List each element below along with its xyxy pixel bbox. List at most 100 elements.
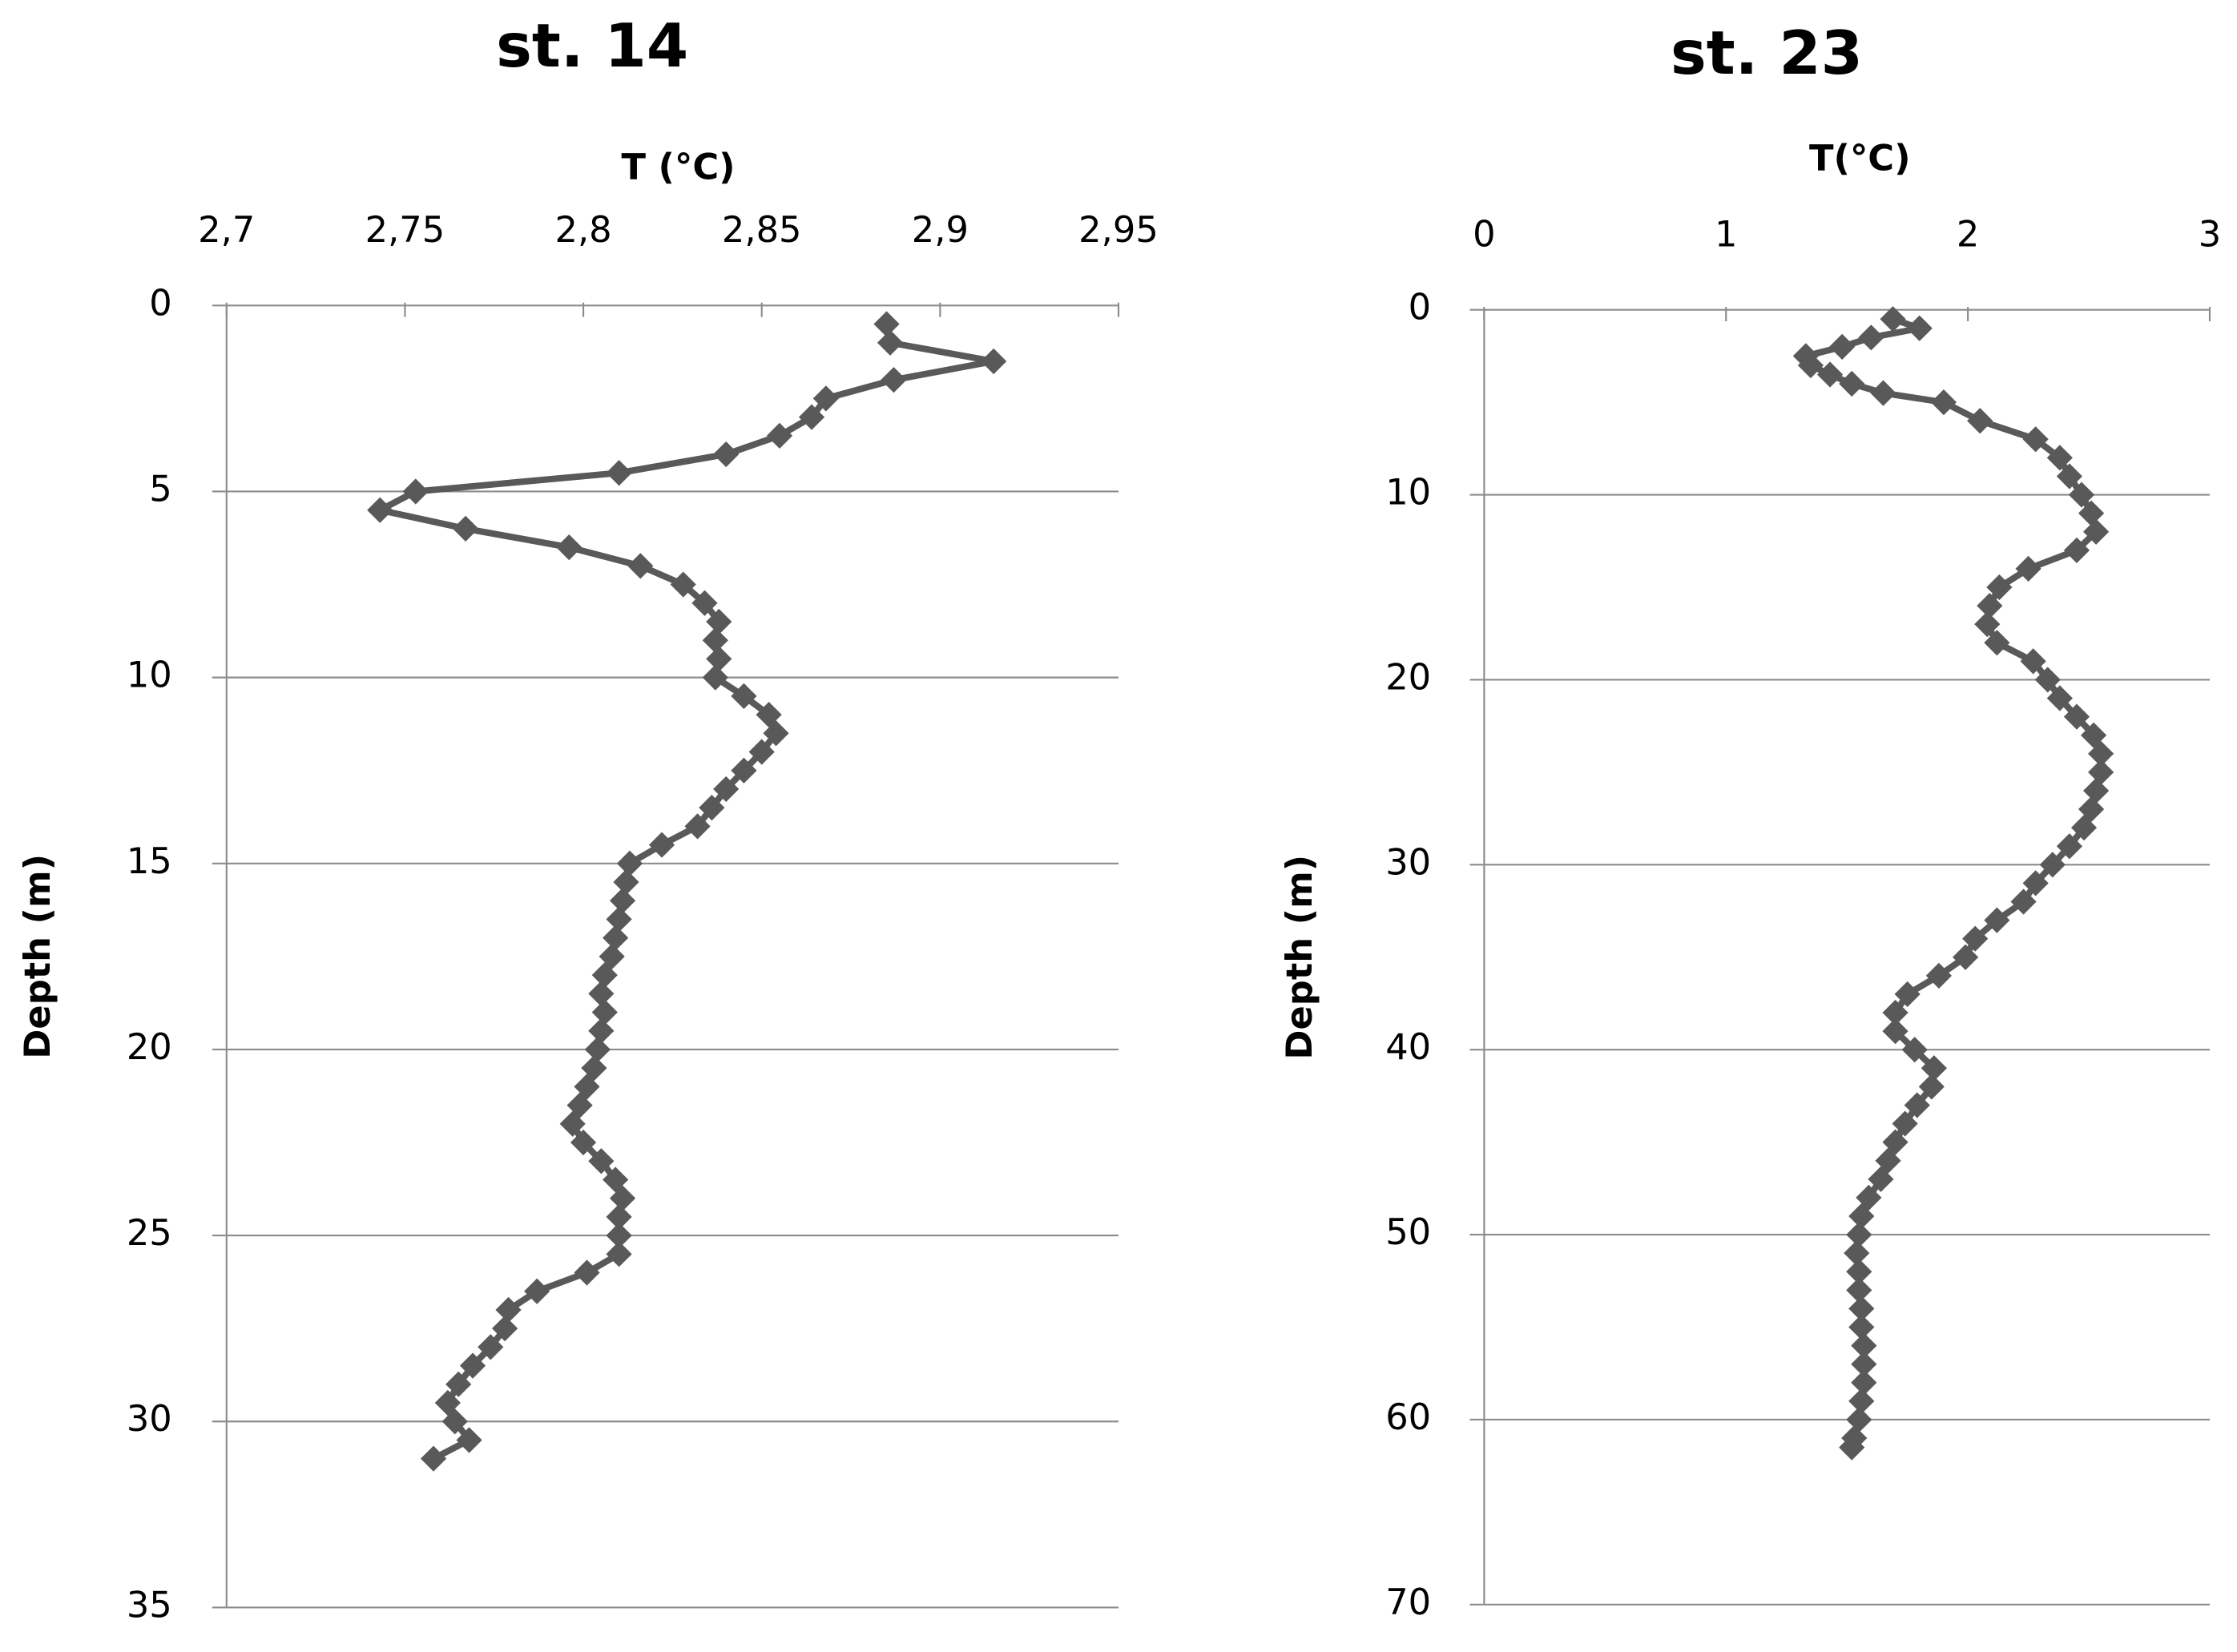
x-tick-label: 1: [1715, 212, 1737, 255]
marker: [1846, 1221, 1872, 1248]
x-tick-label: 2,85: [722, 208, 802, 251]
marker: [1839, 370, 1865, 397]
x-tick-label: 2,75: [365, 208, 445, 251]
marker: [524, 1278, 550, 1304]
y-tick-label: 25: [127, 1211, 172, 1254]
x-axis-label: T (°C): [621, 145, 735, 187]
marker: [1930, 389, 1957, 416]
marker: [748, 739, 775, 765]
marker: [1967, 408, 1993, 434]
marker: [1977, 592, 2003, 619]
profile-line: [1802, 316, 2105, 1449]
chart-title: st. 14: [496, 10, 688, 81]
marker: [1829, 333, 1856, 360]
marker: [588, 1017, 615, 1044]
marker: [459, 1352, 486, 1379]
marker: [713, 441, 740, 468]
marker: [1846, 1277, 1872, 1303]
marker: [881, 367, 907, 393]
y-tick-label: 0: [149, 281, 171, 324]
marker: [763, 720, 789, 747]
marker: [606, 1241, 632, 1267]
marker: [2015, 555, 2042, 582]
marker: [2046, 685, 2073, 711]
marker: [713, 776, 740, 803]
marker: [1844, 1240, 1870, 1267]
marker: [1984, 907, 2010, 933]
marker: [1839, 1434, 1865, 1461]
marker: [627, 553, 654, 579]
marker: [756, 701, 782, 728]
marker: [1846, 1259, 1872, 1285]
marker: [1925, 962, 1953, 989]
marker: [1858, 324, 1884, 351]
y-tick-label: 35: [127, 1583, 172, 1626]
marker: [2078, 500, 2105, 526]
x-tick-label: 2,8: [554, 208, 611, 251]
y-tick-label: 20: [127, 1025, 172, 1068]
marker: [706, 646, 732, 672]
marker: [591, 999, 618, 1025]
marker: [1984, 630, 2010, 656]
y-axis-label: Depth (m): [1278, 855, 1320, 1060]
marker: [606, 460, 632, 486]
marker: [981, 348, 1007, 375]
marker: [702, 627, 728, 654]
marker: [402, 478, 429, 505]
y-tick-label: 10: [1385, 471, 1431, 514]
marker: [603, 925, 629, 951]
y-tick-label: 70: [1385, 1581, 1431, 1623]
marker: [445, 1371, 472, 1397]
marker: [453, 515, 479, 542]
marker: [613, 868, 639, 896]
marker: [556, 534, 582, 561]
profile-line: [377, 323, 998, 1462]
y-tick-label: 30: [1385, 840, 1431, 883]
marker: [648, 832, 675, 858]
y-tick-label: 60: [1385, 1396, 1431, 1438]
marker: [606, 906, 632, 933]
marker: [2088, 740, 2114, 767]
marker: [1906, 315, 1933, 341]
y-tick-label: 40: [1385, 1025, 1431, 1068]
x-tick-label: 2: [1957, 212, 1979, 255]
marker: [1894, 981, 1921, 1008]
marker: [1918, 1074, 1945, 1100]
marker: [1880, 306, 1906, 332]
marker: [1952, 944, 1979, 970]
marker: [1901, 1037, 1928, 1063]
y-tick-label: 20: [1385, 655, 1431, 698]
x-tick-label: 2,9: [912, 208, 969, 251]
marker: [367, 497, 393, 523]
y-tick-label: 15: [127, 840, 172, 882]
y-tick-label: 50: [1385, 1211, 1431, 1253]
marker: [588, 981, 615, 1007]
marker: [706, 608, 732, 635]
marker: [420, 1445, 447, 1472]
marker: [574, 1074, 600, 1100]
y-tick-label: 0: [1409, 286, 1431, 328]
marker: [1797, 352, 1824, 379]
marker: [1846, 1406, 1872, 1433]
marker: [731, 683, 757, 709]
y-tick-label: 30: [127, 1397, 172, 1440]
marker: [1870, 380, 1896, 406]
x-tick-label: 0: [1473, 212, 1495, 255]
marker: [2063, 703, 2090, 730]
x-tick-label: 2,7: [198, 208, 255, 251]
y-axis-label: Depth (m): [16, 854, 58, 1059]
marker: [766, 422, 793, 449]
marker: [574, 1259, 600, 1286]
marker: [616, 850, 643, 876]
x-axis-label: T(°C): [1809, 137, 1911, 179]
marker: [584, 1036, 611, 1063]
marker: [2056, 833, 2083, 860]
marker: [1921, 1055, 1947, 1082]
marker: [2083, 777, 2110, 804]
chart-title: st. 23: [1671, 18, 1863, 88]
y-tick-label: 5: [149, 467, 171, 510]
marker: [1892, 1110, 1918, 1137]
marker: [2070, 815, 2098, 841]
